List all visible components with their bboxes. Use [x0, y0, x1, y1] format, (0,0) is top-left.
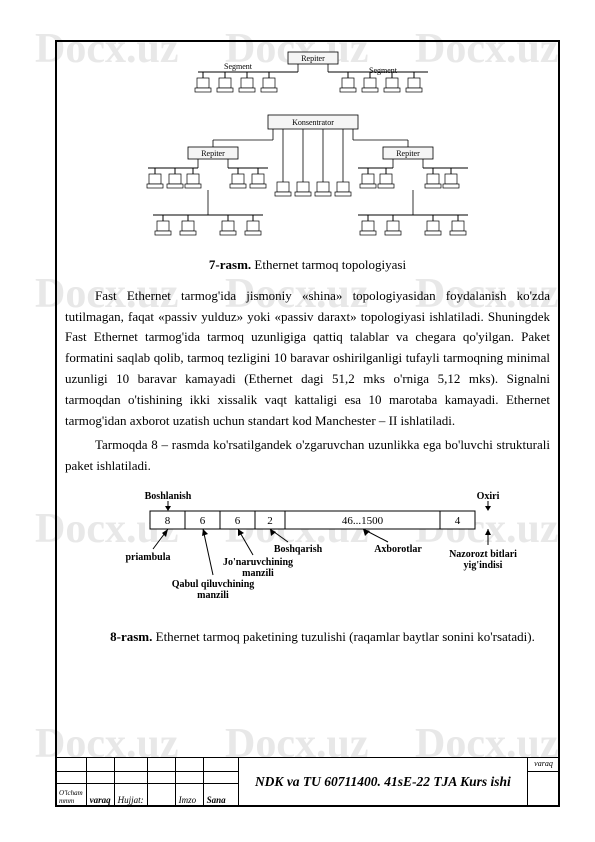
fig8-label: 8-rasm. — [110, 629, 152, 644]
label-boshqarish: Boshqarish — [273, 544, 322, 555]
label-konsentrator: Konsentrator — [292, 118, 334, 127]
label-priambula: priambula — [125, 552, 170, 563]
label-axborot: Axborotlar — [374, 544, 422, 555]
label-repiter-left: Repiter — [201, 149, 225, 158]
imzo-label: Imzo — [175, 784, 203, 807]
figure-7-caption: 7-rasm. Ethernet tarmoq topologiyasi — [65, 255, 550, 276]
network-topology-diagram: Repiter Segment Segment Konsentrator — [143, 50, 473, 245]
label-boshlanish: Boshlanish — [144, 491, 191, 502]
svg-text:4: 4 — [454, 515, 460, 527]
olcham-label: O'lcham mmm — [56, 784, 87, 807]
svg-text:46...1500: 46...1500 — [341, 515, 383, 527]
paragraph-2: Tarmoqda 8 – rasmda ko'rsatilgandek o'zg… — [65, 435, 550, 477]
title-block: NDK va TU 60711400. 41sE-22 TJA Kurs ish… — [55, 757, 560, 807]
label-repiter-top: Repiter — [301, 54, 325, 63]
svg-text:6: 6 — [199, 515, 205, 527]
figure-8-caption: 8-rasm. Ethernet tarmoq paketining tuzul… — [95, 627, 550, 648]
svg-text:8: 8 — [164, 515, 170, 527]
sana-label: Sana — [203, 784, 238, 807]
svg-text:2: 2 — [267, 515, 273, 527]
fig8-text: Ethernet tarmoq paketining tuzulishi (ra… — [156, 629, 535, 644]
label-oxiri: Oxiri — [476, 491, 499, 502]
paragraph-1: Fast Ethernet tarmog'ida jismoniy «shina… — [65, 286, 550, 432]
hujjat-label: Hujjat: — [114, 784, 147, 807]
label-qabul: Qabul qiluvchiningmanzili — [171, 579, 254, 601]
varaq-label: varaq — [86, 784, 114, 807]
fig7-text: Ethernet tarmoq topologiyasi — [254, 257, 406, 272]
label-segment-right: Segment — [369, 66, 398, 75]
svg-text:6: 6 — [234, 515, 240, 527]
varaq-label-top: varaq — [528, 758, 560, 772]
label-jonar: Jo'naruvchiningmanzili — [222, 557, 292, 579]
label-segment-left: Segment — [224, 62, 253, 71]
label-nazorat: Nazorozt bitlariyig'indisi — [449, 549, 517, 571]
page-content: Repiter Segment Segment Konsentrator — [65, 50, 550, 648]
packet-structure-diagram: Boshlanish Oxiri 8 6 6 2 46...1500 4 priambul… — [98, 487, 518, 617]
label-repiter-right: Repiter — [396, 149, 420, 158]
course-title: NDK va TU 60711400. 41sE-22 TJA Kurs ish… — [238, 758, 527, 807]
fig7-label: 7-rasm. — [209, 257, 251, 272]
